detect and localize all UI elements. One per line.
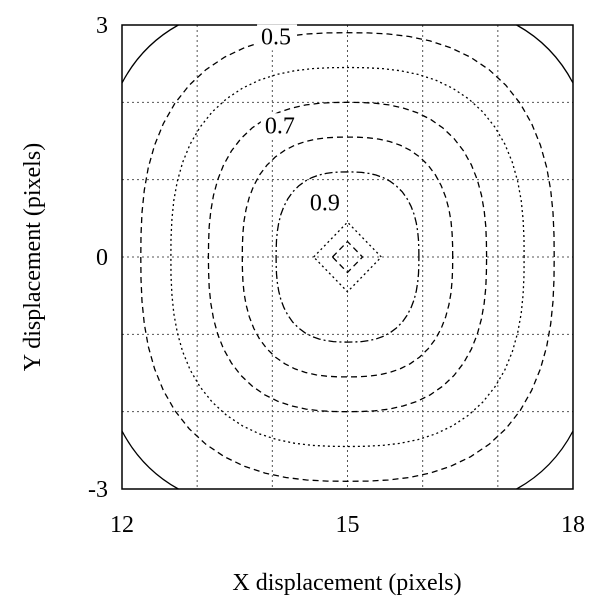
contour-line-0.9 xyxy=(275,171,420,343)
contour-line-0.4 xyxy=(516,430,574,490)
x-tick-label: 12 xyxy=(110,512,134,538)
y-tick-label: 3 xyxy=(96,13,108,39)
contour-line-0.8 xyxy=(241,136,454,378)
contour-label-background xyxy=(305,190,346,217)
x-tick-label: 18 xyxy=(561,512,585,538)
contour-line-0.4 xyxy=(516,24,574,84)
contour-label: 0.5 xyxy=(261,24,291,50)
contour-line-0.4 xyxy=(121,430,179,490)
x-tick-labels: 12 15 18 xyxy=(110,512,585,538)
y-tick-labels: 3 0 -3 xyxy=(88,13,108,503)
plot-frame xyxy=(121,24,574,490)
contour-line-0.4 xyxy=(121,24,179,84)
x-tick-label: 15 xyxy=(336,512,360,538)
contour-label: 0.7 xyxy=(265,113,295,139)
y-axis-title: Y displacement (pixels) xyxy=(20,143,46,371)
contour-line-0.7 xyxy=(207,101,488,413)
contour-label-background xyxy=(257,24,298,51)
contour-line-0.5 xyxy=(140,32,555,482)
y-tick-label: 0 xyxy=(96,245,108,271)
grid-lines xyxy=(122,25,573,489)
contour-line-0.6 xyxy=(170,66,525,448)
contour-line-0.99 xyxy=(331,240,364,274)
contour-labels: 0.5 0.7 0.9 xyxy=(257,24,346,217)
y-tick-label: -3 xyxy=(88,477,108,503)
contour-lines xyxy=(121,24,574,490)
x-axis-title: X displacement (pixels) xyxy=(232,570,461,596)
contour-label-background xyxy=(260,113,301,140)
contour-line-0.95 xyxy=(312,221,383,293)
contour-label: 0.9 xyxy=(310,191,340,217)
